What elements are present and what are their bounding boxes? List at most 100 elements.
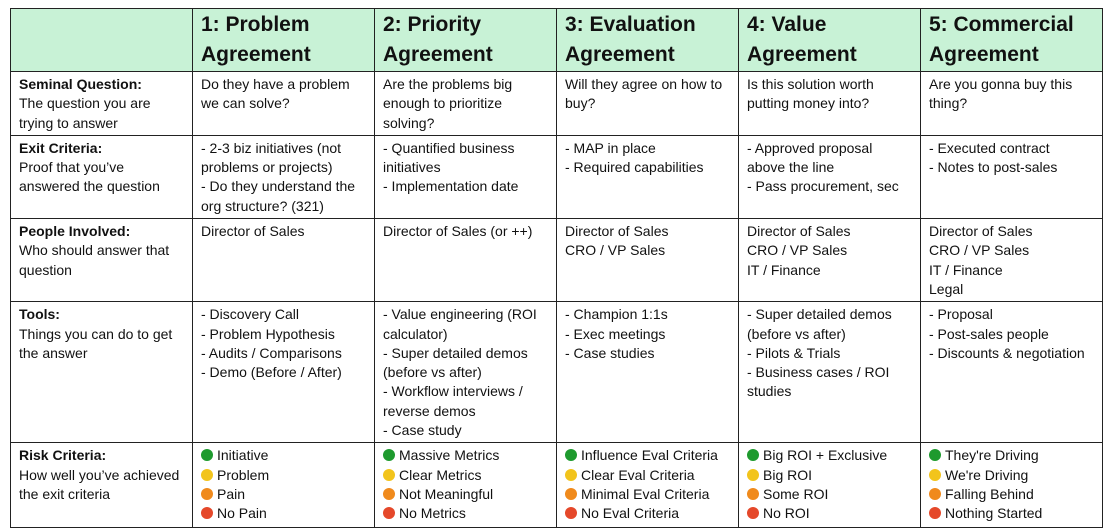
cell-line: Legal [929,280,1094,299]
risk-indicator [929,468,941,481]
table-row: Exit Criteria: Proof that you’ve answered… [10,134,1103,220]
cell-text: - Case study [383,422,462,439]
cell-text: - Champion 1:1s [565,306,668,323]
cell-text: Falling Behind [945,485,1034,502]
cell-line: - Business cases / ROI studies [747,363,912,402]
cell-line: Big ROI + Exclusive [747,446,912,465]
cell-text: Big ROI + Exclusive [763,447,888,464]
cell-text: - Post-sales people [929,325,1049,342]
table-row: Tools: Things you can do to get the answe… [10,301,1103,444]
cell-line: CRO / VP Sales [565,241,730,260]
cell: Will they agree on how to buy? [556,71,739,136]
cell-line: No Pain [201,504,366,523]
cell-text: Problem [217,466,270,483]
cell: Director of Sales CRO / VP Sales [556,218,739,303]
cell: - Quantified business initiatives - Imple… [374,134,557,220]
cell-text: - Audits / Comparisons [201,344,342,361]
cell-text: - Problem Hypothesis [201,325,335,342]
cell-line: CRO / VP Sales [747,241,912,260]
cell-text: - Do they understand the org structure? … [201,178,356,214]
cell-text: - Proposal [929,306,993,323]
cell-text: - Workflow interviews / reverse demos [383,383,523,419]
cell-text: - Discounts & negotiation [929,344,1085,361]
cell-line: IT / Finance [747,261,912,280]
cell-text: - Value engineering (ROI calculator) [383,306,537,342]
cell: - MAP in place - Required capabilities [556,134,739,220]
risk-indicator [929,449,941,462]
cell-text: - 2-3 biz initiatives (not problems or p… [201,139,342,176]
cell-text: - Quantified business initiatives [383,139,515,176]
sales-stage-table: 1: Problem Agreement 2: Priority Agreemen… [10,8,1103,528]
cell-text: Clear Eval Criteria [581,466,695,483]
cell: Director of Sales CRO / VP Sales IT / Fina… [920,218,1103,303]
cell-line: Director of Sales [565,222,730,241]
cell-line: - Implementation date [383,177,548,196]
table-row: Risk Criteria: How well you’ve achieved t… [10,442,1103,528]
cell-line: Nothing Started [929,504,1094,523]
cell-line: Initiative [201,446,366,465]
row-description: Who should answer that question [19,242,170,278]
cell-line: Falling Behind [929,485,1094,504]
risk-indicator [201,468,213,481]
cell-line: No Metrics [383,504,548,523]
row-label: Seminal Question: [19,76,142,92]
cell-text: Are you gonna buy this thing? [929,76,1073,112]
cell-text: Legal [929,280,964,297]
cell-text: - Notes to post-sales [929,159,1058,176]
cell-text: Director of Sales [565,223,669,240]
cell: Big ROI + Exclusive Big ROI Some ROI No ROI [738,442,921,528]
cell-text: - Super detailed demos (before vs after) [747,306,892,342]
cell-line: Do they have a problem we can solve? [201,75,366,114]
cell-line: - Exec meetings [565,325,730,344]
cell-text: Massive Metrics [399,447,500,464]
cell-line: - Demo (Before / After) [201,363,366,382]
risk-indicator [747,468,759,481]
cell-line: - Executed contract [929,139,1094,158]
cell-line: - Problem Hypothesis [201,325,366,344]
cell-text: Will they agree on how to buy? [565,76,723,112]
cell: Are you gonna buy this thing? [920,71,1103,136]
cell-line: - Approved proposal above the line [747,139,912,178]
cell-text: Director of Sales [929,223,1033,240]
table-row: People Involved: Who should answer that q… [10,218,1103,303]
cell-text: IT / Finance [747,261,821,278]
cell-line: - Case study [383,421,548,440]
cell: Director of Sales CRO / VP Sales IT / Fina… [738,218,921,303]
cell-text: Minimal Eval Criteria [581,485,710,502]
cell-line: - Pilots & Trials [747,344,912,363]
cell-text: IT / Finance [929,261,1003,278]
cell-text: - Approved proposal above the line [747,139,873,176]
cell-text: - Case studies [565,344,655,361]
cell-text: Do they have a problem we can solve? [201,76,350,112]
cell-line: - Proposal [929,305,1094,324]
cell-text: No Pain [217,505,267,522]
risk-indicator [565,507,577,520]
stage-title: 5: Commercial Agreement [920,8,1103,72]
risk-indicator [565,449,577,462]
cell-line: Problem [201,466,366,485]
corner-cell [10,8,193,72]
cell-text: - Executed contract [929,139,1050,156]
risk-indicator [383,487,395,500]
cell-line: - 2-3 biz initiatives (not problems or p… [201,139,366,178]
cell-text: Director of Sales (or ++) [383,223,533,240]
cell-line: Massive Metrics [383,446,548,465]
risk-indicator [929,487,941,500]
cell-line: Director of Sales [201,222,366,241]
cell-text: Are the problems big enough to prioritiz… [383,76,513,131]
cell-text: - Business cases / ROI studies [747,364,890,400]
risk-indicator [383,468,395,481]
cell-line: No Eval Criteria [565,504,730,523]
cell-text: Influence Eval Criteria [581,447,718,464]
cell-text: Not Meaningful [399,485,494,502]
cell-text: - MAP in place [565,139,656,156]
cell-text: - Exec meetings [565,325,666,342]
cell-text: Some ROI [763,485,829,502]
risk-indicator [201,487,213,500]
cell-line: They're Driving [929,446,1094,465]
cell: Massive Metrics Clear Metrics Not Meaningf… [374,442,557,528]
cell-line: Clear Eval Criteria [565,466,730,485]
cell: They're Driving We're Driving Falling Behi… [920,442,1103,528]
risk-indicator [747,487,759,500]
row-header: Seminal Question: The question you are tr… [10,71,193,136]
